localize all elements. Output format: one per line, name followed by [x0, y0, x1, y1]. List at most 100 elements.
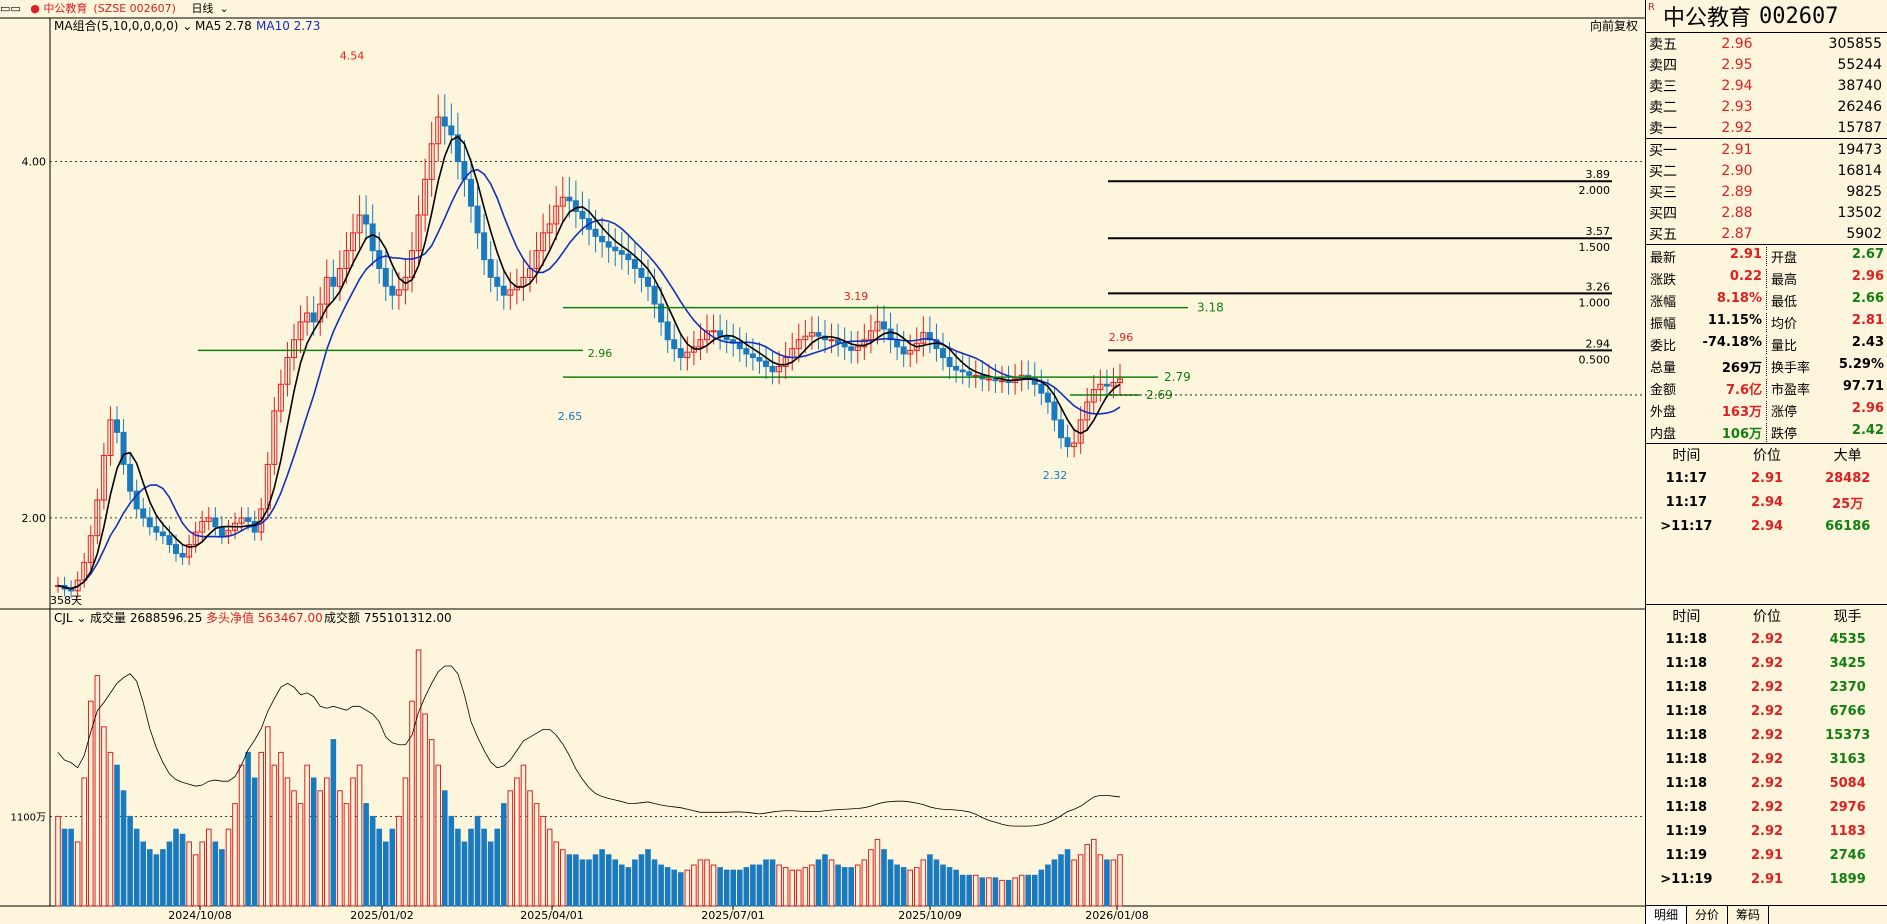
candle-body: [1058, 419, 1064, 439]
volume-bar: [618, 864, 625, 907]
volume-bar: [1005, 879, 1012, 907]
volume-bar: [579, 859, 586, 907]
volume-bar: [612, 859, 619, 907]
candle-body: [356, 214, 363, 234]
ma5-line: [57, 135, 1121, 590]
volume-bar: [546, 828, 553, 907]
candle-body: [199, 520, 206, 533]
candle-body: [566, 196, 573, 202]
stat-label: 涨停: [1771, 404, 1798, 420]
low-annotation: 2.65: [558, 410, 583, 423]
candle-body: [389, 285, 396, 296]
period-selector[interactable]: 日线 ⌄: [191, 2, 229, 15]
trade-price: 2.92: [1750, 727, 1784, 743]
candle-body: [599, 235, 606, 243]
volume-bar: [920, 859, 927, 907]
ob-volume: 13502: [1837, 204, 1882, 221]
volume-bar: [979, 877, 986, 907]
candle-body: [205, 517, 212, 522]
volume-bar: [140, 841, 147, 907]
volume-bar: [192, 854, 199, 907]
volume-bar: [68, 828, 74, 907]
stock-title[interactable]: ● 中公教育 (SZSE 002607): [30, 2, 176, 15]
volume-bar: [304, 764, 310, 907]
volume-bar: [1038, 869, 1045, 907]
ob-label: 卖一: [1649, 120, 1677, 137]
candle-body: [1051, 401, 1058, 421]
volume-bar: [1104, 859, 1110, 907]
ob-volume: 9825: [1846, 183, 1882, 200]
volume-bar: [186, 841, 192, 907]
ob-price: 2.88: [1721, 204, 1753, 221]
volume-bar: [127, 815, 133, 907]
candle-body: [717, 330, 724, 337]
volume-bar: [854, 864, 861, 907]
volume-bar: [278, 751, 284, 907]
stat-row: 振幅 11.15% 均价 2.81: [1646, 311, 1887, 333]
tab-1[interactable]: 分价: [1687, 906, 1729, 924]
trade-price: 2.91: [1750, 847, 1784, 863]
candle-body: [277, 383, 284, 412]
candle-body: [94, 499, 101, 537]
volume-bar: [245, 751, 251, 907]
y-tick-label: 2.00: [22, 512, 47, 525]
volume-bar: [651, 859, 658, 907]
trade-volume: 6766: [1829, 703, 1866, 719]
menu-icon[interactable]: ▭▭: [0, 2, 21, 15]
volume-bar: [153, 854, 160, 907]
peak-annotation: 3.19: [844, 290, 869, 303]
candle-body: [559, 196, 566, 207]
ma5-value: MA5 2.78: [195, 19, 252, 33]
trade-volume: 3425: [1829, 655, 1866, 671]
candle-body: [920, 332, 927, 344]
candle-body: [769, 365, 776, 373]
tick-row: 11:19 2.92 1183: [1646, 819, 1887, 843]
candle-body: [631, 259, 638, 269]
trade-price: 2.92: [1750, 823, 1784, 839]
candle-body: [854, 346, 861, 351]
volume-bar: [1012, 877, 1018, 907]
candle-body: [808, 332, 815, 337]
ask-row: 卖三 2.94 38740: [1646, 75, 1887, 96]
stat-label: 涨跌: [1650, 272, 1677, 288]
volume-bar: [907, 869, 914, 907]
volume-bar: [179, 833, 186, 907]
candle-body: [409, 250, 415, 278]
stat-value: 0.22: [1729, 268, 1762, 284]
stat-value: 11.15%: [1707, 312, 1762, 328]
fib-price-label: 3.57: [1586, 225, 1611, 238]
candle-body: [179, 552, 186, 558]
volume-bar: [625, 867, 632, 907]
candle-body: [186, 544, 193, 558]
candle-body: [323, 276, 330, 305]
volume-bar: [114, 764, 120, 907]
fib-price-label: 2.94: [1586, 337, 1611, 350]
ob-label: 卖二: [1649, 99, 1677, 116]
candle-body: [861, 339, 868, 348]
volume-bar: [828, 859, 835, 907]
candle-body: [494, 276, 501, 287]
volume-bar: [225, 828, 232, 907]
candle-body: [874, 321, 881, 332]
ask-row: 卖一 2.92 15787: [1646, 117, 1887, 138]
ob-label: 卖五: [1649, 36, 1677, 53]
column-header: 时间: [1672, 448, 1701, 464]
candle-body: [671, 339, 678, 350]
volume-bar: [992, 877, 999, 907]
candle-body: [212, 517, 219, 528]
tab-2[interactable]: 筹码: [1728, 906, 1770, 924]
quote-panel: R 中公教育 002607 卖五 2.96 305855 卖四 2.95 55244 卖三 2…: [1645, 0, 1887, 924]
volume-bar: [101, 726, 107, 907]
candle-body: [605, 241, 612, 248]
kline-chart[interactable]: MA组合(5,10,0,0,0,0) ⌄ MA5 2.78 MA10 2.73 向前复…: [0, 0, 1645, 924]
candle-body: [684, 351, 691, 359]
tick-row: 11:18 2.92 3163: [1646, 747, 1887, 771]
ob-volume: 16814: [1837, 162, 1882, 179]
trade-time: >11:19: [1660, 871, 1713, 887]
tab-0[interactable]: 明细: [1646, 906, 1688, 924]
stat-label: 最低: [1771, 294, 1798, 310]
stat-label: 开盘: [1771, 250, 1798, 266]
tick-row: 11:19 2.91 2746: [1646, 843, 1887, 867]
volume-bar: [481, 828, 487, 907]
candle-body: [428, 143, 435, 180]
